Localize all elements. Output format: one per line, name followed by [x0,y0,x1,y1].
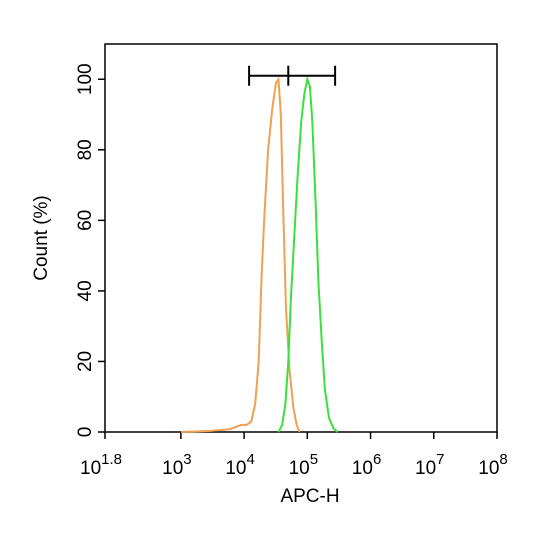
x-tick-base: 10 [225,458,246,479]
x-tick-base: 10 [478,458,499,479]
y-tick-label: 80 [75,139,96,160]
x-tick-label: 104 [225,451,254,479]
series-line [180,76,301,433]
x-tick-label: 101.8 [80,451,122,479]
x-tick-exponent: 7 [436,451,444,468]
x-tick-exponent: 8 [499,451,507,468]
y-axis-label: Count (%) [31,195,52,281]
x-axis-label: APC-H [280,486,339,507]
y-tick-label: 0 [75,427,96,438]
y-tick-label: 100 [75,63,96,95]
x-tick-label: 103 [162,451,191,479]
x-tick-base: 10 [352,458,373,479]
x-tick-exponent: 4 [246,451,254,468]
x-tick-exponent: 6 [373,451,381,468]
x-tick-exponent: 3 [183,451,191,468]
x-tick-label: 108 [478,451,507,479]
x-tick-exponent: 5 [310,451,318,468]
x-tick-base: 10 [289,458,310,479]
x-tick-base: 10 [415,458,436,479]
y-tick-label: 60 [75,210,96,231]
x-tick-exponent: 1.8 [101,451,122,468]
x-tick-label: 106 [352,451,381,479]
x-tick-label: 107 [415,451,444,479]
x-tick-base: 10 [162,458,183,479]
y-tick-label: 40 [75,280,96,301]
x-tick-label: 105 [289,451,318,479]
x-tick-base: 10 [80,458,101,479]
series-line [277,75,339,433]
plot-frame [104,43,498,433]
y-tick-label: 20 [75,351,96,372]
